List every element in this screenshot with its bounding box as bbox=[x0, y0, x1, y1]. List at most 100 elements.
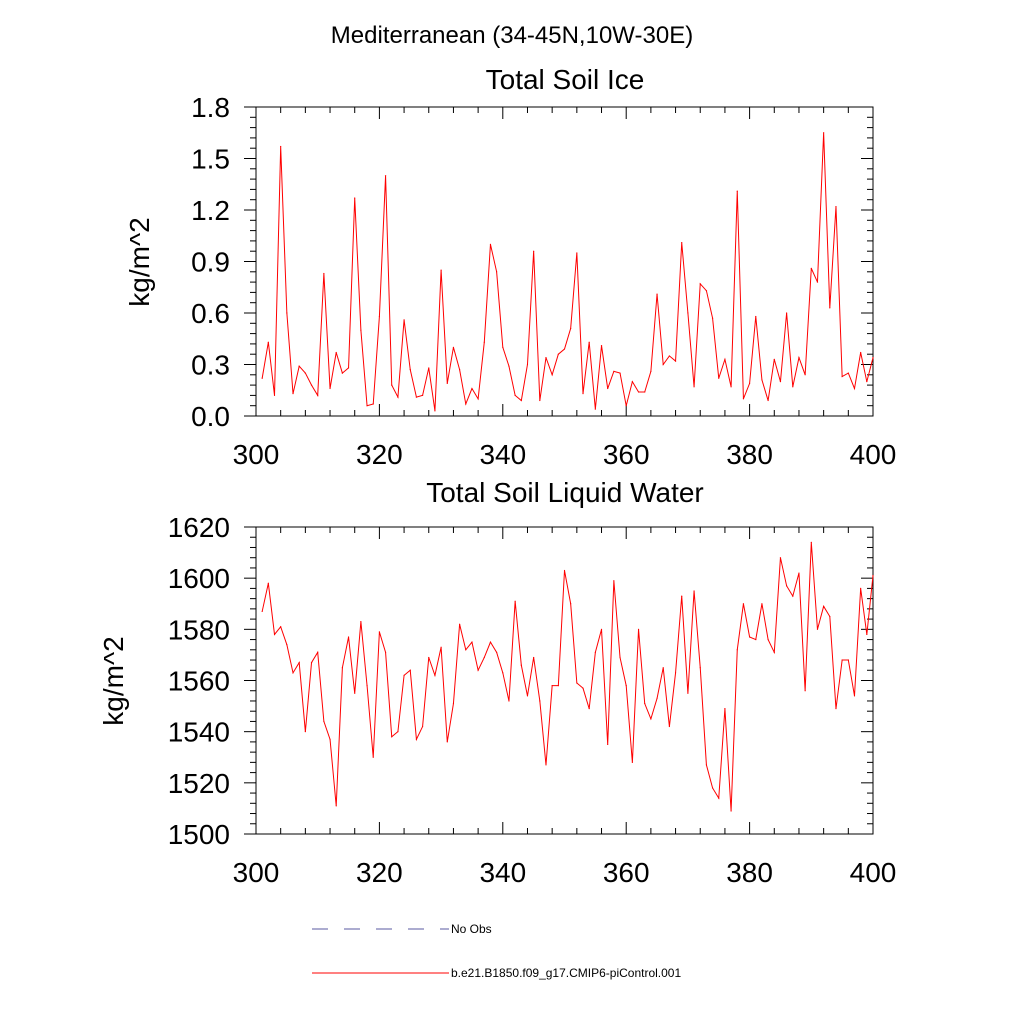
data-point bbox=[452, 702, 455, 705]
data-point bbox=[687, 692, 689, 694]
data-point bbox=[292, 393, 294, 395]
data-point bbox=[563, 569, 566, 572]
data-point bbox=[428, 656, 430, 659]
data-point bbox=[724, 358, 726, 360]
data-point bbox=[631, 381, 633, 383]
data-point bbox=[650, 718, 652, 720]
data-point bbox=[465, 649, 467, 651]
ticks-total-soil-liquid-water: 300 320 340 360 380 400 1500 1520 1540 1560 1580 16… bbox=[168, 512, 897, 888]
data-point bbox=[434, 674, 436, 676]
data-point bbox=[767, 399, 769, 402]
data-point bbox=[428, 367, 430, 369]
data-point bbox=[656, 293, 658, 295]
data-point bbox=[761, 379, 763, 381]
data-point bbox=[619, 372, 621, 374]
data-point bbox=[304, 372, 306, 374]
data-point bbox=[354, 197, 356, 199]
x-tick-label: 380 bbox=[726, 857, 773, 888]
data-point bbox=[866, 633, 868, 636]
data-point bbox=[378, 315, 380, 318]
data-point bbox=[471, 387, 473, 390]
data-point bbox=[847, 659, 849, 661]
data-point bbox=[749, 636, 751, 638]
data-point bbox=[329, 738, 331, 740]
data-point bbox=[489, 243, 492, 245]
data-point bbox=[347, 367, 350, 369]
data-point bbox=[588, 708, 590, 710]
data-point bbox=[792, 595, 794, 597]
data-point bbox=[391, 384, 393, 386]
data-point bbox=[459, 623, 461, 625]
data-point bbox=[607, 387, 609, 390]
data-point bbox=[502, 346, 504, 348]
data-point bbox=[681, 242, 683, 244]
data-point bbox=[767, 638, 769, 641]
legend-no-obs-label: No Obs bbox=[451, 922, 492, 936]
data-point bbox=[637, 391, 640, 393]
data-point bbox=[360, 621, 362, 623]
data-point bbox=[872, 575, 874, 577]
data-point bbox=[366, 685, 368, 687]
data-point bbox=[829, 615, 831, 618]
data-point bbox=[711, 787, 714, 789]
data-point bbox=[533, 656, 535, 659]
data-point bbox=[841, 659, 843, 661]
data-point bbox=[570, 327, 572, 330]
data-point bbox=[335, 805, 337, 807]
data-point bbox=[409, 369, 411, 371]
x-tick-label: 320 bbox=[356, 857, 403, 888]
data-point bbox=[551, 374, 553, 376]
data-point bbox=[409, 669, 411, 671]
data-point bbox=[829, 307, 831, 309]
ticks-total-soil-ice: 300 320 340 360 380 400 0.0 0.3 0.6 0.9 1.2 1.5 1.8 bbox=[191, 92, 896, 470]
data-point bbox=[384, 651, 387, 653]
data-point bbox=[465, 403, 467, 405]
data-point bbox=[662, 363, 664, 366]
x-tick-label: 400 bbox=[850, 439, 897, 470]
y-tick-label: 1.2 bbox=[191, 195, 230, 226]
data-point bbox=[594, 408, 596, 410]
y-tick-label: 1.5 bbox=[191, 144, 230, 175]
data-point bbox=[755, 315, 757, 318]
data-point bbox=[378, 631, 380, 633]
data-point bbox=[742, 398, 745, 400]
data-point bbox=[310, 661, 313, 664]
data-point bbox=[415, 396, 418, 398]
data-point bbox=[644, 391, 646, 393]
data-point bbox=[625, 405, 627, 407]
data-point bbox=[625, 685, 627, 687]
data-point bbox=[563, 348, 566, 350]
data-point bbox=[650, 370, 652, 372]
data-point bbox=[372, 756, 374, 758]
data-point bbox=[730, 386, 732, 388]
data-point bbox=[526, 695, 529, 697]
data-point bbox=[415, 738, 418, 740]
data-point bbox=[341, 667, 343, 669]
data-point bbox=[545, 764, 547, 766]
data-point bbox=[434, 410, 436, 412]
data-point bbox=[619, 656, 621, 659]
data-point bbox=[520, 399, 522, 402]
y-tick-label: 1620 bbox=[168, 512, 230, 543]
y-tick-label: 1600 bbox=[168, 563, 230, 594]
data-point bbox=[576, 252, 578, 254]
data-point bbox=[514, 394, 516, 396]
data-point bbox=[724, 708, 726, 710]
data-point bbox=[273, 633, 276, 636]
series-line-total-soil-ice bbox=[261, 132, 874, 411]
panel-total-soil-liquid-water: Total Soil Liquid Water kg/m^2 300 320 340… bbox=[98, 477, 896, 888]
data-point bbox=[749, 382, 751, 384]
data-point bbox=[853, 695, 856, 697]
data-point bbox=[644, 702, 646, 705]
data-point bbox=[779, 557, 782, 559]
data-point bbox=[502, 672, 504, 674]
data-point bbox=[446, 382, 448, 384]
x-tick-label: 300 bbox=[233, 439, 280, 470]
data-point bbox=[496, 271, 498, 273]
x-tick-label: 360 bbox=[603, 439, 650, 470]
plot-frame-total-soil-ice bbox=[255, 106, 874, 417]
data-point bbox=[804, 690, 806, 692]
data-point bbox=[280, 145, 282, 148]
data-point bbox=[687, 312, 689, 314]
data-point bbox=[360, 329, 362, 331]
